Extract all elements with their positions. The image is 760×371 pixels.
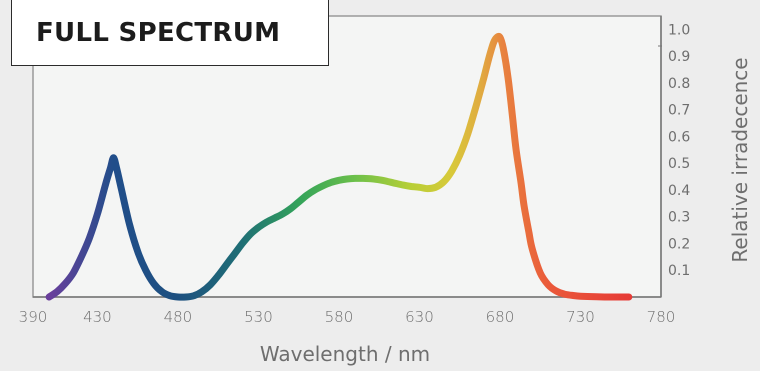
- x-tick-label: 680: [486, 308, 515, 326]
- x-tick-label: 580: [325, 308, 354, 326]
- y-axis-label: Relative irradecence: [728, 57, 752, 262]
- y-tick-label: 1.0: [668, 22, 690, 38]
- x-tick-label: 630: [405, 308, 434, 326]
- x-tick-label: 780: [647, 308, 676, 326]
- x-tick-label: 390: [19, 308, 48, 326]
- y-tick-label: 0.5: [668, 156, 690, 172]
- y-tick-label: 0.2: [668, 236, 690, 252]
- x-tick-label: 480: [164, 308, 193, 326]
- y-tick-label: 0.4: [668, 183, 690, 199]
- x-tick-label: 730: [566, 308, 595, 326]
- chart-title: FULL SPECTRUM: [11, 0, 329, 66]
- x-tick-label: 430: [83, 308, 112, 326]
- spectrum-curve: [45, 32, 633, 301]
- chart-title-text: FULL SPECTRUM: [36, 17, 281, 48]
- y-tick-labels: 0.1 0.2 0.3 0.4 0.5 0.6 0.7 0.8 0.9 1.0: [668, 22, 690, 279]
- y-tick-label: 0.8: [668, 76, 690, 92]
- x-tick-labels: 390 430 480 530 580 630 680 730 780: [19, 308, 676, 326]
- y-tick-label: 0.7: [668, 103, 690, 119]
- x-tick-label: 530: [244, 308, 273, 326]
- y-tick-label: 0.6: [668, 129, 690, 145]
- x-axis-label: Wavelength / nm: [260, 342, 430, 366]
- y-tick-label: 0.3: [668, 210, 690, 226]
- y-tick-label: 0.9: [668, 49, 690, 65]
- y-tick-label: 0.1: [668, 263, 690, 279]
- axes: [33, 16, 662, 298]
